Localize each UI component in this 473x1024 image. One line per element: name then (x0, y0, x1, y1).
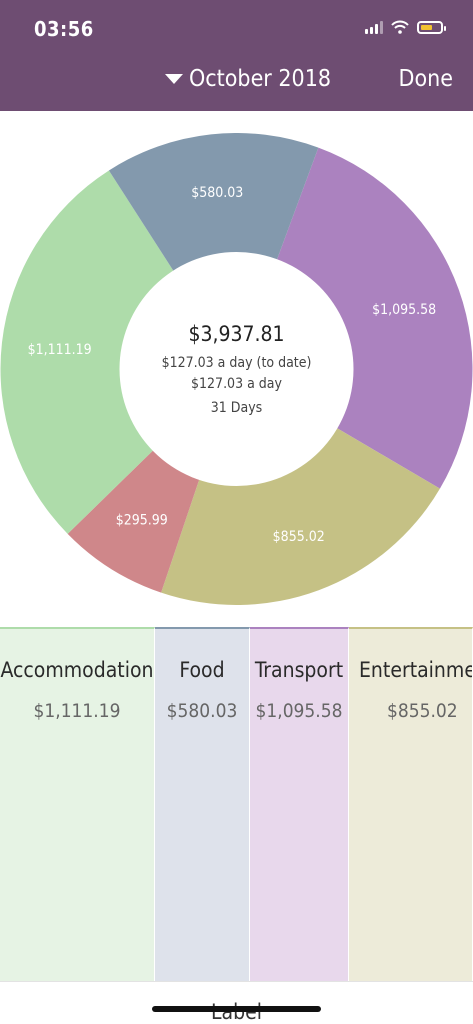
slice-value-label: $1,111.19 (28, 342, 92, 358)
category-card[interactable]: Accommodation $1,111.19 (0, 627, 155, 981)
category-card[interactable]: Transport $1,095.58 (250, 627, 349, 981)
month-label: October 2018 (189, 66, 332, 92)
category-name: Food (179, 658, 225, 682)
slice-value-label: $1,095.58 (372, 302, 436, 318)
footer-label: Label (211, 1000, 262, 1024)
total-amount: $3,937.81 (188, 322, 284, 346)
cellular-signal-icon (365, 20, 383, 34)
category-name: Accommodation (0, 658, 154, 682)
slice-value-label: $855.02 (273, 529, 325, 545)
dropdown-triangle-icon (165, 74, 183, 84)
per-day-to-date: $127.03 a day (to date) (162, 355, 312, 371)
status-icons (365, 20, 446, 34)
footer-divider (0, 981, 473, 982)
days-count: 31 Days (211, 400, 262, 416)
slice-value-label: $295.99 (116, 513, 168, 529)
category-amount: $1,111.19 (33, 700, 121, 722)
category-name: Transport (254, 658, 344, 682)
done-button[interactable]: Done (398, 66, 453, 92)
category-amount: $580.03 (166, 700, 238, 722)
category-card[interactable]: Food $580.03 (155, 627, 250, 981)
battery-icon (417, 20, 446, 34)
category-card[interactable]: Entertainment $855.02 (349, 627, 473, 981)
month-selector[interactable]: October 2018 (165, 66, 331, 92)
wifi-icon (391, 20, 409, 34)
slice-value-label: $580.03 (191, 185, 243, 201)
category-amount: $1,095.58 (255, 700, 343, 722)
home-indicator[interactable] (152, 1006, 321, 1012)
nav-header: 03:56 October 2018 Done (0, 0, 473, 111)
chart-slice[interactable] (0, 170, 237, 534)
chart-slice[interactable] (108, 133, 319, 369)
donut-hole (119, 252, 354, 486)
category-name: Entertainment (359, 658, 473, 682)
per-day: $127.03 a day (191, 376, 283, 392)
status-time: 03:56 (34, 17, 94, 41)
category-amount: $855.02 (387, 700, 458, 722)
donut-chart[interactable]: $1,095.58$855.02$295.99$1,111.19$580.03 … (0, 133, 473, 605)
category-cards: Accommodation $1,111.19 Food $580.03 Tra… (0, 627, 473, 981)
